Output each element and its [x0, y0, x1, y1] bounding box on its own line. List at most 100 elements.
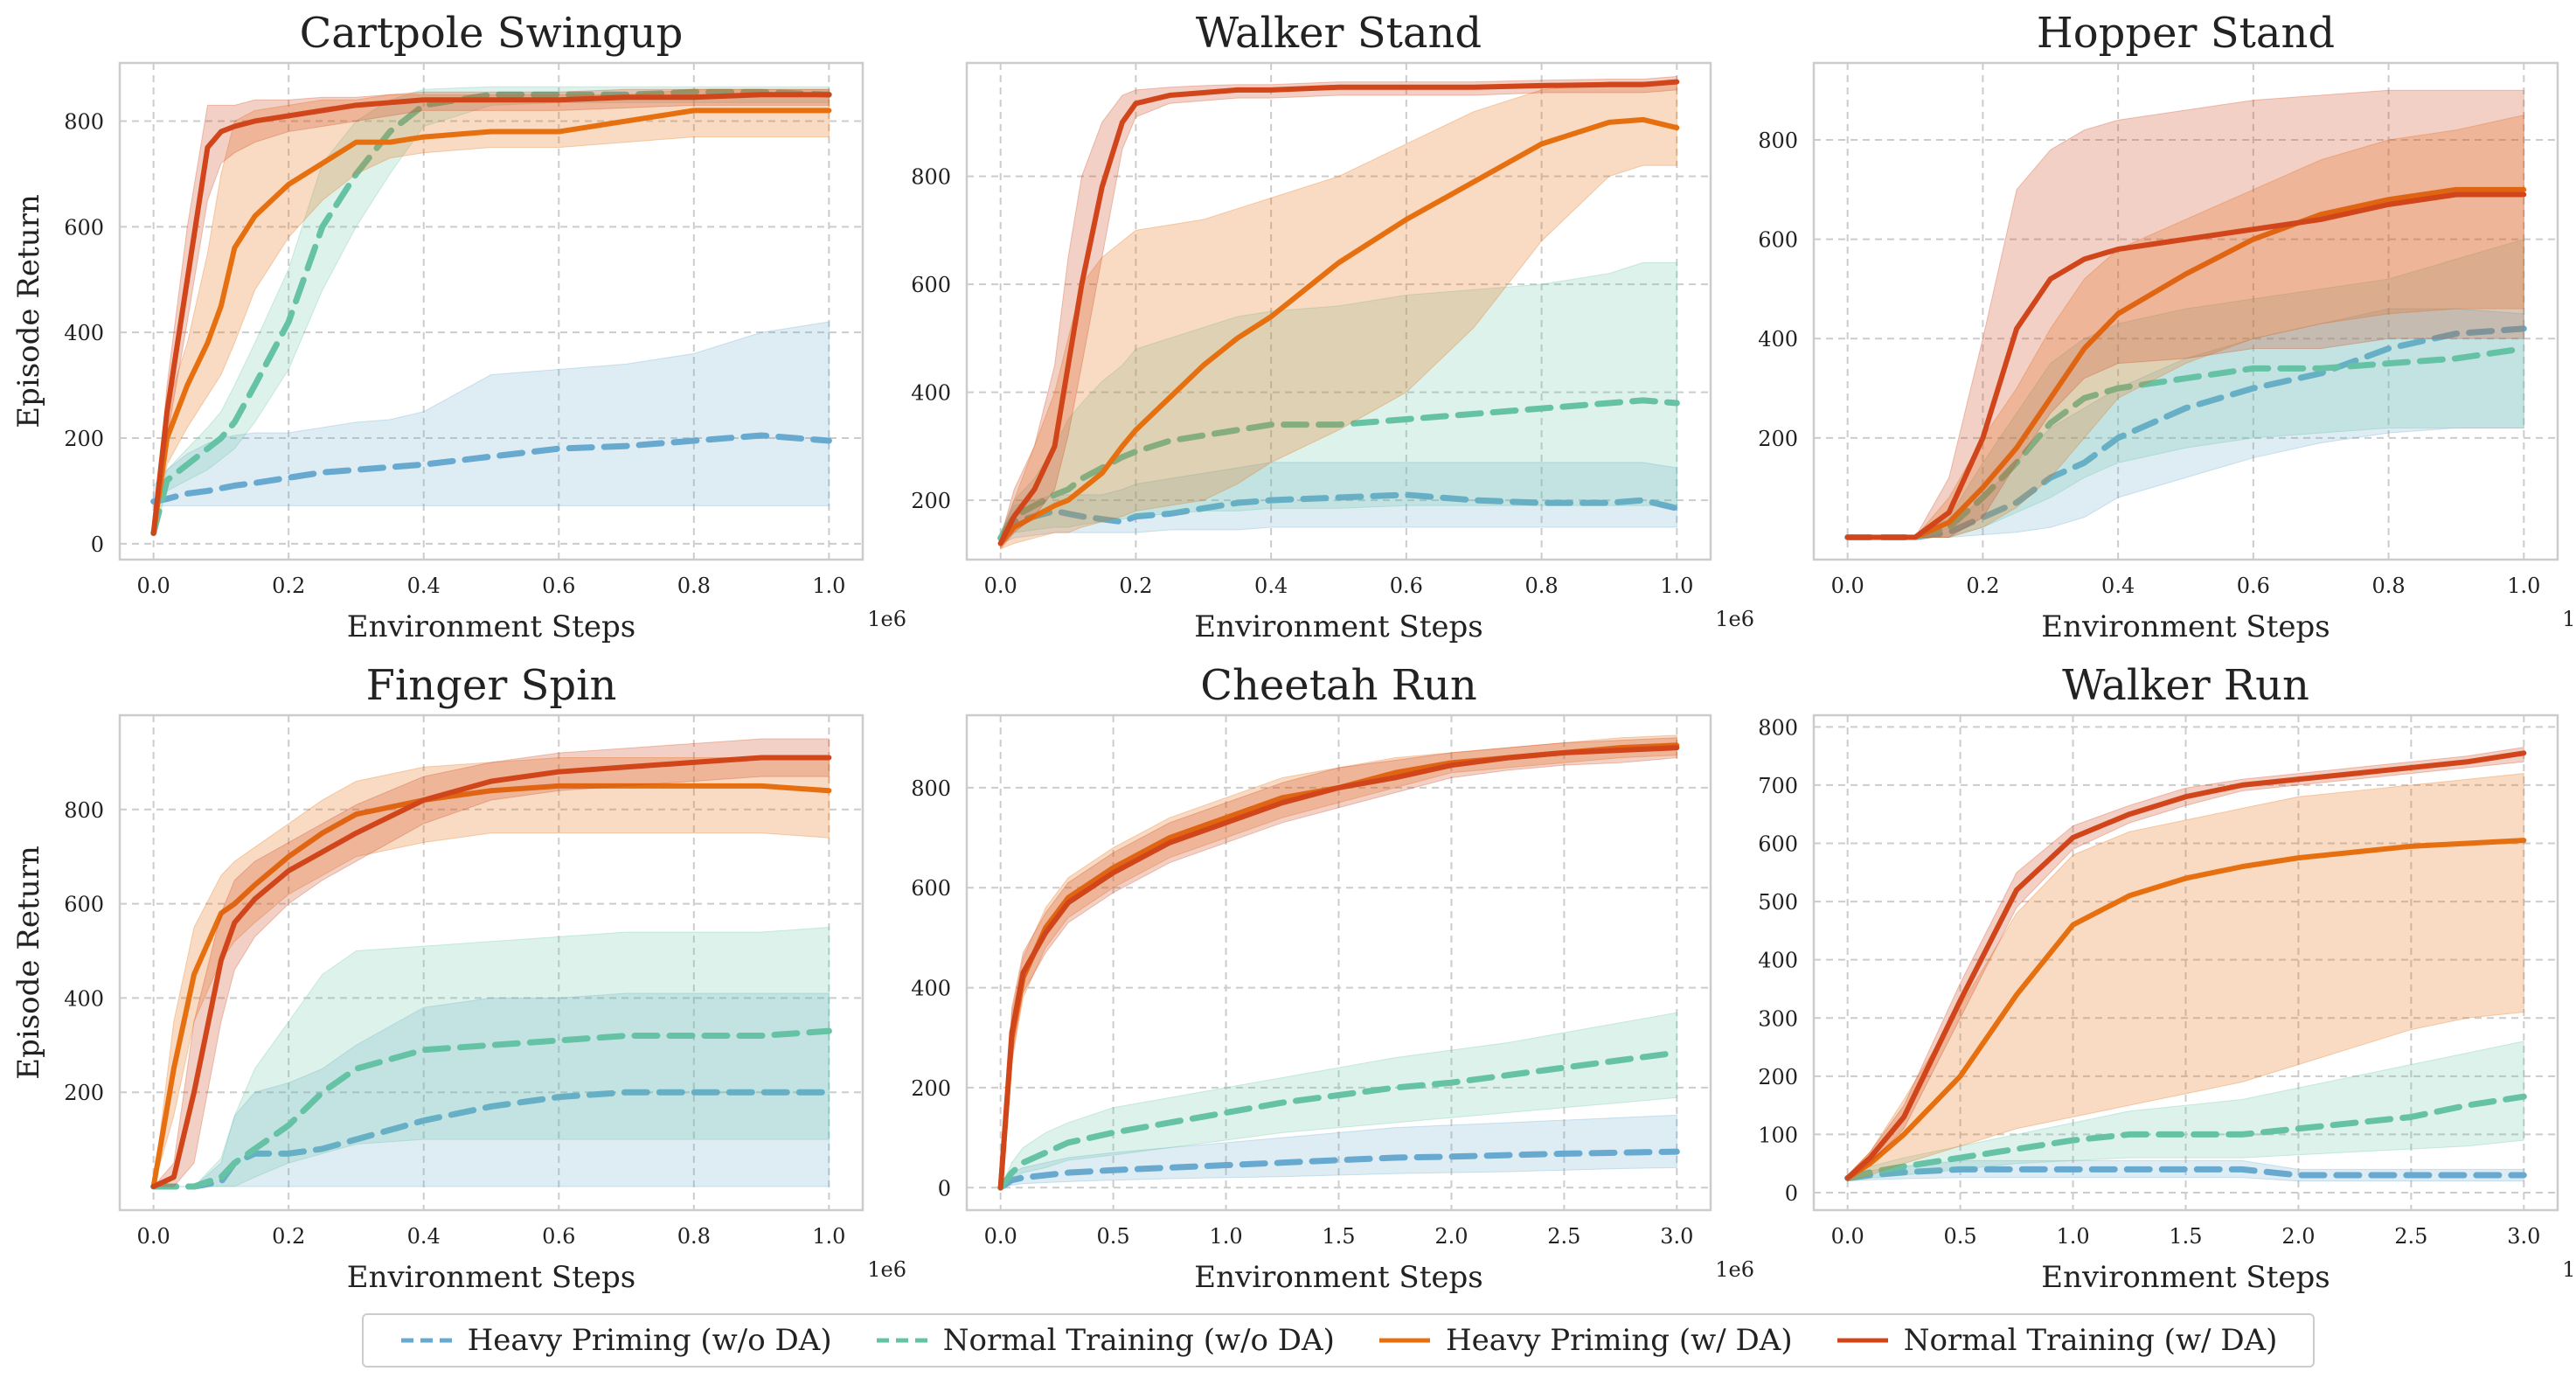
legend-item: Heavy Priming (w/ DA): [1378, 1323, 1793, 1358]
series-band: [1000, 462, 1677, 545]
y-tick-label: 400: [911, 381, 951, 406]
series-line: [997, 79, 1680, 546]
x-tick-label: 0.0: [984, 1224, 1017, 1249]
legend-swatch: [400, 1338, 452, 1343]
x-tick-label: 1.5: [2169, 1224, 2202, 1249]
legend-swatch: [1379, 1338, 1431, 1343]
x-offset-label: 1e6: [867, 607, 906, 631]
subplot-1: 0.0 0.2 0.4 0.6 0.8 1.0 0 200 400 600 800 1e6 Cartpo…: [11, 9, 906, 644]
series-line: [150, 88, 832, 537]
legend: Heavy Priming (w/o DA) Normal Training (w…: [362, 1313, 2315, 1368]
x-tick-label: 0.2: [272, 1224, 305, 1249]
y-axis-label: Episode Return: [11, 194, 46, 428]
x-tick-label: 2.5: [2394, 1224, 2427, 1249]
x-tick-label: 0.4: [407, 1224, 441, 1249]
y-tick-label: 200: [1758, 1065, 1798, 1089]
plot-frame: [965, 713, 1712, 1212]
series-line: [1844, 750, 2527, 1181]
y-tick-label: 100: [1758, 1123, 1798, 1147]
x-tick-label: 0.6: [2237, 574, 2270, 598]
series-line: [1844, 191, 2527, 540]
series-line: [997, 1049, 1680, 1191]
y-tick-label: 800: [64, 109, 104, 134]
y-tick-label: 800: [64, 798, 104, 823]
series-line: [1844, 1093, 2527, 1181]
series-line: [997, 397, 1680, 541]
series-line: [997, 1148, 1680, 1191]
legend-label: Normal Training (w/o DA): [942, 1323, 1335, 1358]
plot-frame: [1812, 61, 2559, 561]
subplot-3: 0.0 0.2 0.4 0.6 0.8 1.0 200 400 600 800 1e6 Hopper …: [1758, 9, 2576, 644]
x-tick-label: 0.6: [1390, 574, 1423, 598]
series-line: [997, 491, 1680, 541]
x-axis-label: Environment Steps: [347, 609, 635, 644]
legend-swatch: [876, 1338, 927, 1343]
series-band: [153, 992, 830, 1187]
y-tick-label: 300: [1758, 1006, 1798, 1031]
x-tick-label: 1.0: [812, 574, 845, 598]
y-tick-label: 200: [1758, 427, 1798, 451]
legend-item: Heavy Priming (w/o DA): [399, 1323, 832, 1358]
x-tick-label: 0.8: [677, 574, 711, 598]
series-band: [999, 1114, 1677, 1189]
x-tick-label: 1.0: [1209, 1224, 1242, 1249]
x-tick-label: 0.4: [1254, 574, 1288, 598]
x-axis-label: Environment Steps: [2041, 609, 2330, 644]
subplot-title: Hopper Stand: [2037, 9, 2335, 58]
x-tick-label: 0.5: [1944, 1224, 1977, 1249]
subplot-5: 0.0 0.5 1.0 1.5 2.0 2.5 3.0 0 200 400 600 800 1e6 Che…: [911, 661, 1754, 1295]
y-tick-label: 800: [1758, 715, 1798, 740]
y-tick-label: 400: [64, 986, 104, 1011]
subplot-6: 0.0 0.5 1.0 1.5 2.0 2.5 3.0 0 100 200 300 400 500 600…: [1758, 661, 2576, 1295]
legend-swatch: [1837, 1338, 1888, 1343]
y-tick-label: 200: [64, 1081, 104, 1105]
series-line: [1844, 186, 2527, 540]
series-line: [997, 745, 1680, 1191]
x-tick-label: 1.5: [1322, 1224, 1355, 1249]
x-offset-label: 1e6: [1715, 1257, 1754, 1282]
x-tick-label: 3.0: [2507, 1224, 2540, 1249]
x-axis-label: Environment Steps: [1194, 609, 1482, 644]
x-axis-label: Environment Steps: [2041, 1260, 2330, 1295]
x-tick-label: 2.5: [1547, 1224, 1580, 1249]
subplot-title: Cartpole Swingup: [300, 9, 684, 58]
series-line: [150, 1027, 832, 1190]
x-tick-label: 0.4: [2101, 574, 2135, 598]
y-tick-label: 200: [911, 1076, 951, 1101]
series-band: [999, 1012, 1677, 1189]
series-band: [1847, 1040, 2524, 1182]
y-tick-label: 600: [911, 273, 951, 297]
x-offset-label: 1e6: [1715, 607, 1754, 631]
subplot-title: Walker Stand: [1196, 9, 1482, 58]
x-tick-label: 0.2: [1966, 574, 1999, 598]
y-tick-label: 400: [64, 321, 104, 345]
series-band: [153, 88, 830, 533]
y-tick-label: 600: [911, 876, 951, 901]
x-tick-label: 0.6: [542, 1224, 575, 1249]
y-tick-label: 200: [911, 489, 951, 513]
x-axis-label: Environment Steps: [347, 1260, 635, 1295]
series-band: [153, 321, 830, 508]
series-band: [153, 757, 830, 1187]
subplot-title: Cheetah Run: [1200, 661, 1477, 710]
legend-item: Normal Training (w/o DA): [875, 1323, 1335, 1358]
plot-frame: [1812, 713, 2559, 1212]
x-tick-label: 0.5: [1097, 1224, 1130, 1249]
x-tick-label: 0.4: [407, 574, 441, 598]
y-tick-label: 400: [1758, 949, 1798, 973]
series-line: [1844, 838, 2527, 1181]
series-band: [1847, 115, 2524, 538]
y-tick-label: 600: [64, 893, 104, 917]
y-tick-label: 800: [911, 165, 951, 190]
series-line: [150, 92, 832, 536]
y-tick-label: 0: [938, 1176, 951, 1201]
x-tick-label: 0.0: [1831, 1224, 1864, 1249]
series-band: [1847, 773, 2524, 1182]
x-tick-label: 2.0: [2281, 1224, 2315, 1249]
series-band: [1000, 261, 1677, 545]
x-tick-label: 0.0: [137, 574, 170, 598]
y-tick-label: 400: [1758, 327, 1798, 351]
plot-frame: [965, 61, 1712, 561]
legend-label: Heavy Priming (w/ DA): [1446, 1323, 1793, 1358]
